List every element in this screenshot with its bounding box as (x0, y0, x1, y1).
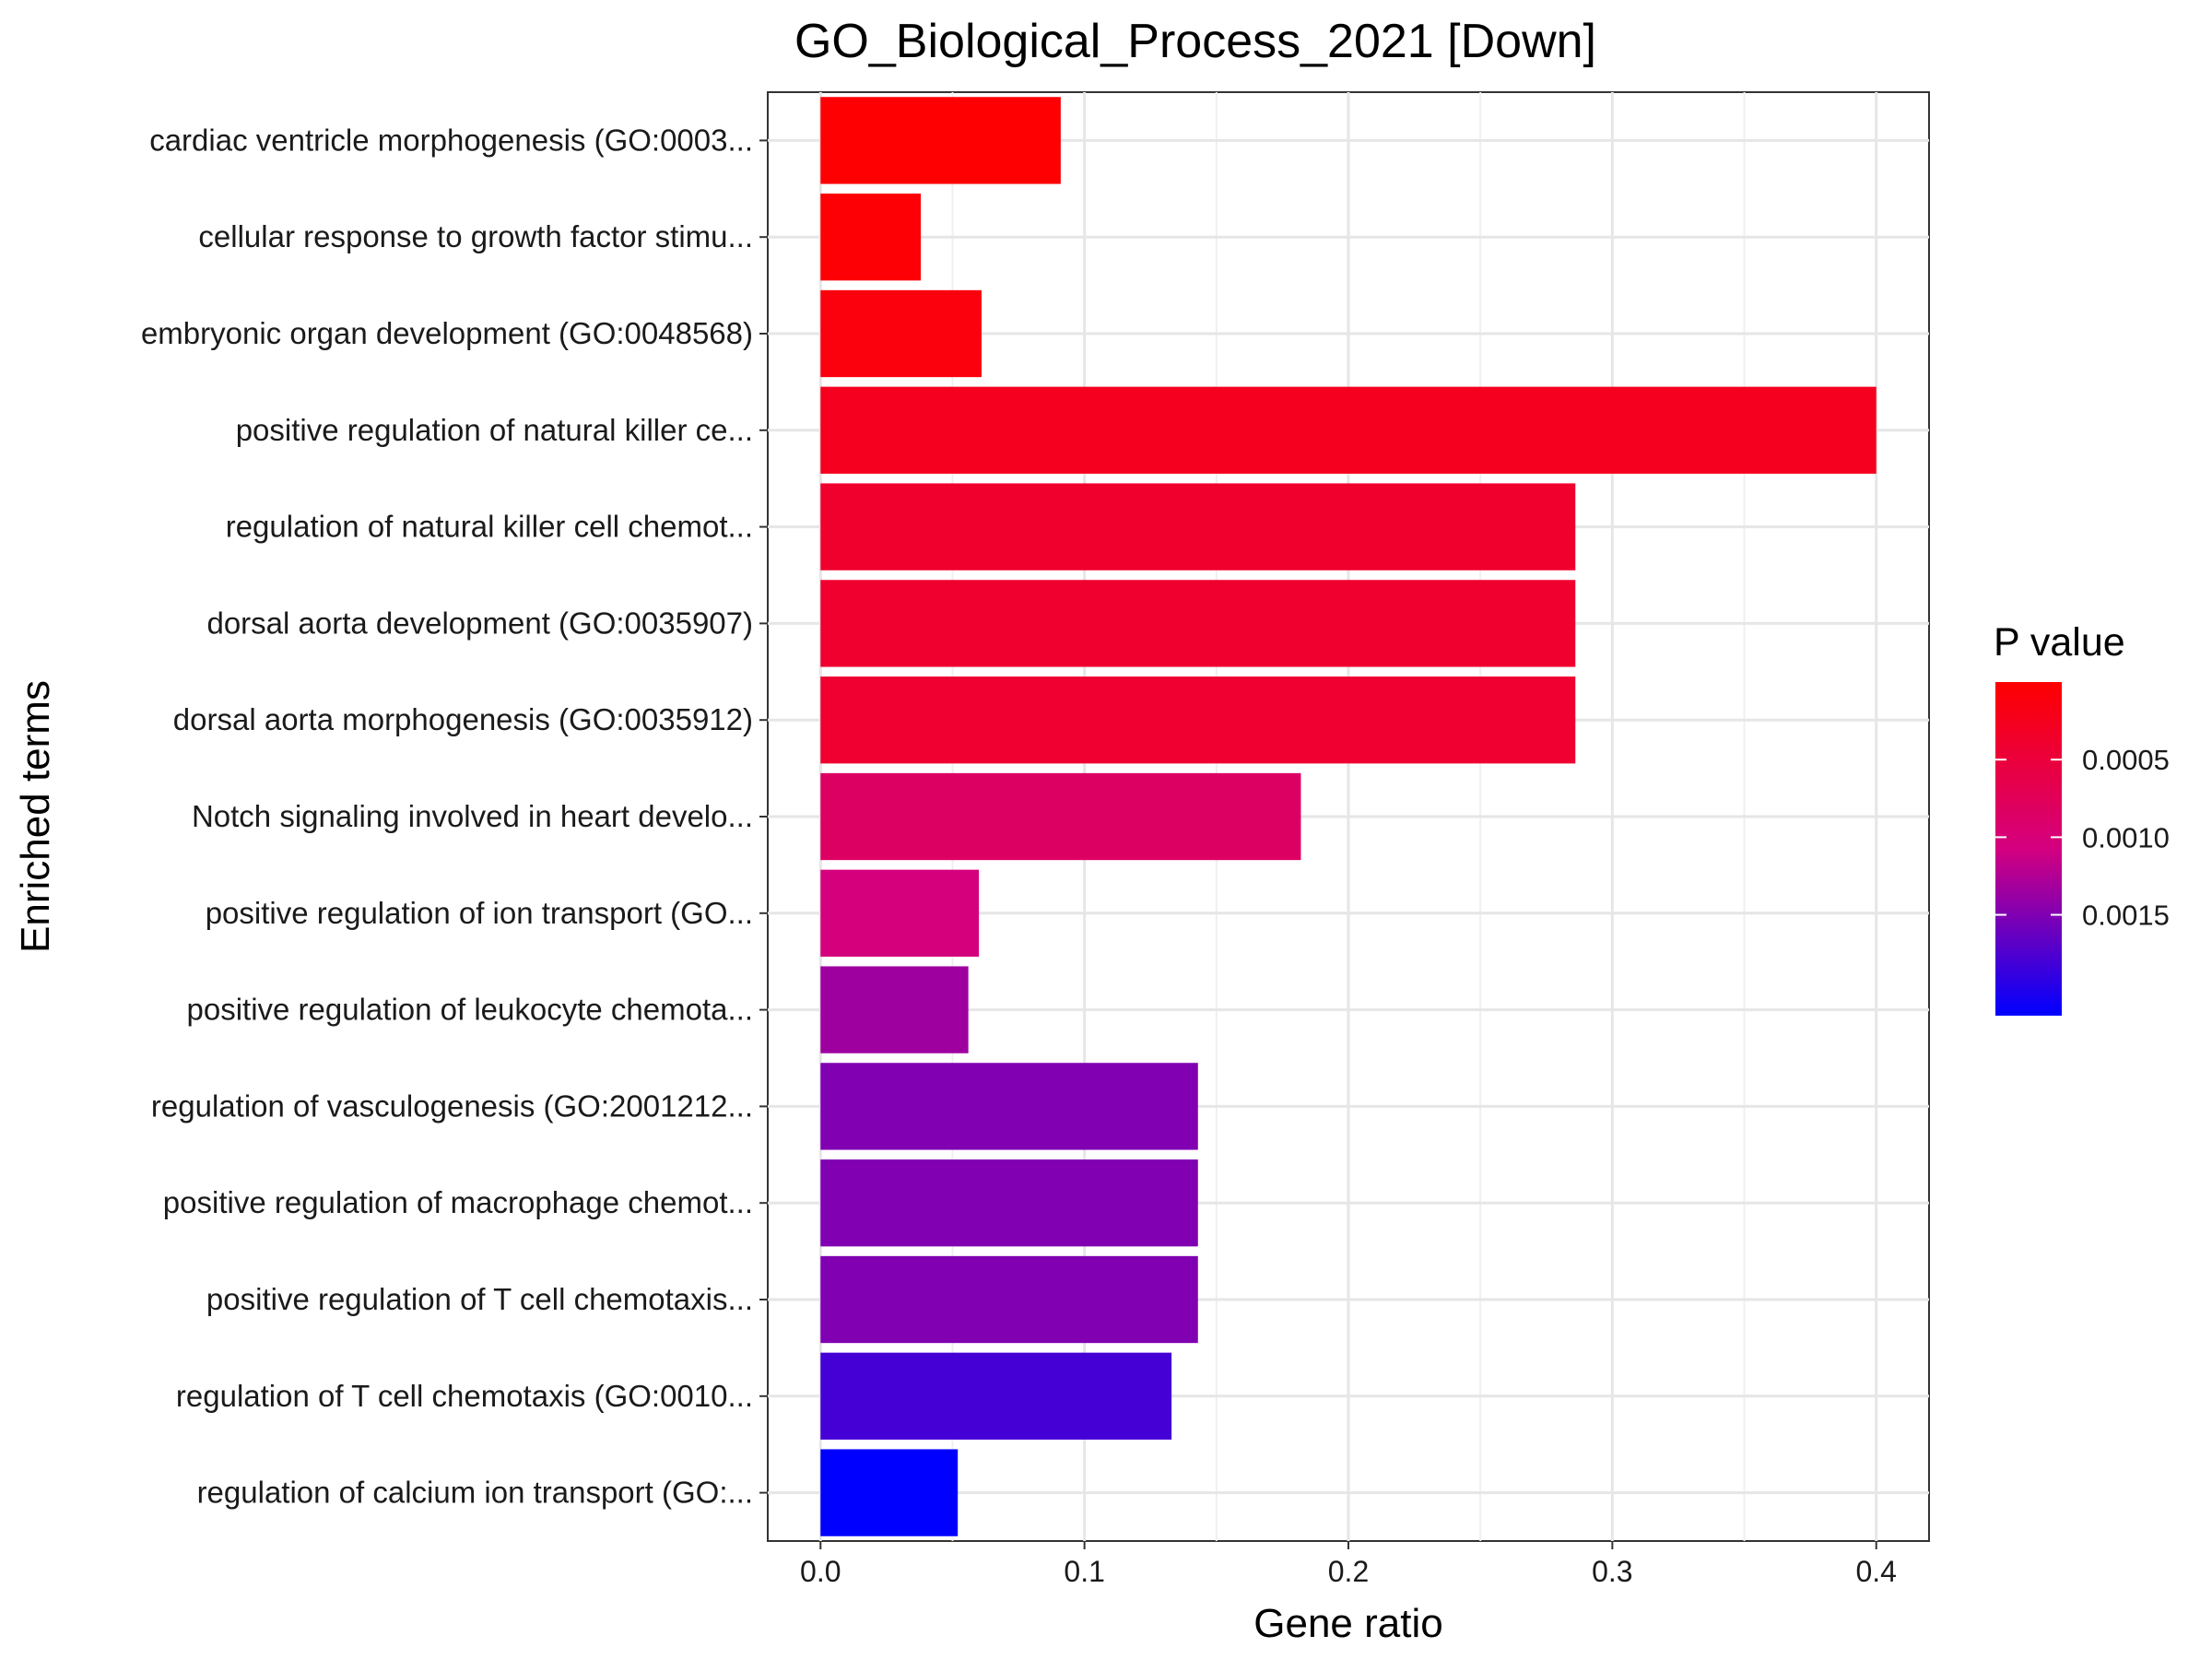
chart-title: GO_Biological_Process_2021 [Down] (794, 15, 1596, 68)
x-tick-label: 0.0 (800, 1555, 841, 1588)
bar (820, 1063, 1198, 1150)
y-tick-label: regulation of natural killer cell chemot… (226, 510, 753, 544)
x-tick-label: 0.4 (1855, 1555, 1896, 1588)
x-axis-title: Gene ratio (1253, 1601, 1442, 1646)
bars (820, 97, 1877, 1536)
x-axis: 0.0 0.1 0.2 0.3 0.4 (800, 1541, 1897, 1588)
bar (820, 1159, 1198, 1247)
bar (820, 289, 982, 378)
bar (820, 966, 969, 1053)
bar (820, 677, 1576, 764)
y-tick-label: positive regulation of leukocyte chemota… (186, 993, 753, 1027)
y-tick-label: cellular response to growth factor stimu… (198, 219, 753, 253)
legend-title: P value (1994, 620, 2125, 665)
y-tick-label: regulation of T cell chemotaxis (GO:0010… (176, 1379, 753, 1413)
bar (820, 580, 1576, 667)
bar (820, 483, 1576, 571)
bar (820, 97, 1061, 184)
y-tick-label: dorsal aorta development (GO:0035907) (206, 606, 753, 640)
y-tick-label: positive regulation of natural killer ce… (236, 413, 753, 447)
y-tick-label: positive regulation of ion transport (GO… (206, 896, 753, 930)
x-tick-label: 0.2 (1328, 1555, 1369, 1588)
colorbar-tick-label: 0.0010 (2082, 821, 2170, 853)
bar (820, 772, 1301, 861)
y-tick-label: positive regulation of macrophage chemot… (163, 1185, 753, 1219)
colorbar-ticks: 0.0005 0.0010 0.0015 (1995, 744, 2170, 932)
bar (820, 1352, 1172, 1440)
y-tick-label: embryonic organ development (GO:0048568) (141, 316, 753, 350)
y-tick-label: positive regulation of T cell chemotaxis… (206, 1282, 753, 1316)
bar (820, 1255, 1198, 1344)
bar (820, 1449, 959, 1536)
y-tick-label: regulation of calcium ion transport (GO:… (197, 1476, 753, 1510)
y-tick-label: regulation of vasculogenesis (GO:2001212… (151, 1088, 753, 1123)
bar (820, 386, 1877, 474)
x-tick-label: 0.1 (1064, 1555, 1104, 1588)
colorbar-tick-label: 0.0005 (2082, 744, 2170, 776)
x-tick-label: 0.3 (1592, 1555, 1632, 1588)
bar (820, 869, 980, 957)
y-tick-label: cardiac ventricle morphogenesis (GO:0003… (149, 123, 753, 157)
colorbar-tick-label: 0.0015 (2082, 900, 2170, 932)
bar (820, 194, 922, 281)
y-axis: cardiac ventricle morphogenesis (GO:0003… (141, 123, 768, 1510)
y-tick-label: Notch signaling involved in heart develo… (192, 799, 753, 833)
colorbar (1995, 682, 2062, 1016)
y-tick-label: dorsal aorta morphogenesis (GO:0035912) (173, 702, 753, 736)
y-axis-title: Enriched terms (13, 680, 58, 953)
